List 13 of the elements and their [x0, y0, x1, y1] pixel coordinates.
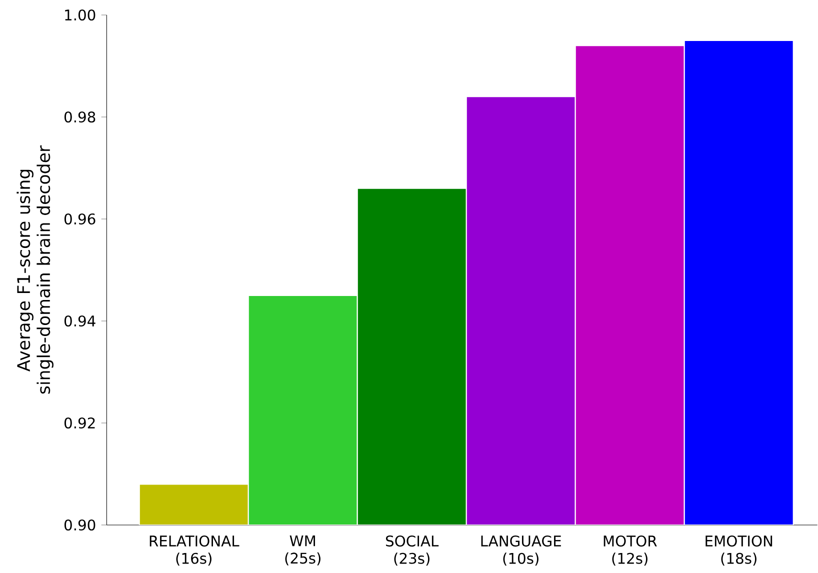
y-tick-label: 0.92 — [64, 417, 95, 429]
x-tick-label: MOTOR (12s) — [604, 535, 657, 566]
y-tick-label: 0.98 — [64, 111, 96, 123]
y-tick-label: 1.00 — [65, 9, 96, 21]
x-tick-label: LANGUAGE (10s) — [481, 535, 561, 566]
x-tick-label: WM (25s) — [285, 535, 320, 566]
y-axis-title: Average F1-score using single-domain brain decoder — [16, 145, 54, 394]
y-tick-label: 0.90 — [64, 519, 96, 531]
y-tick-label: 0.96 — [64, 213, 96, 225]
y-tick-label: 0.94 — [64, 315, 96, 327]
x-tick-label: EMOTION (18s) — [706, 535, 772, 566]
x-tick-label: RELATIONAL (16s) — [150, 535, 240, 566]
x-tick-label: SOCIAL (23s) — [386, 535, 439, 566]
